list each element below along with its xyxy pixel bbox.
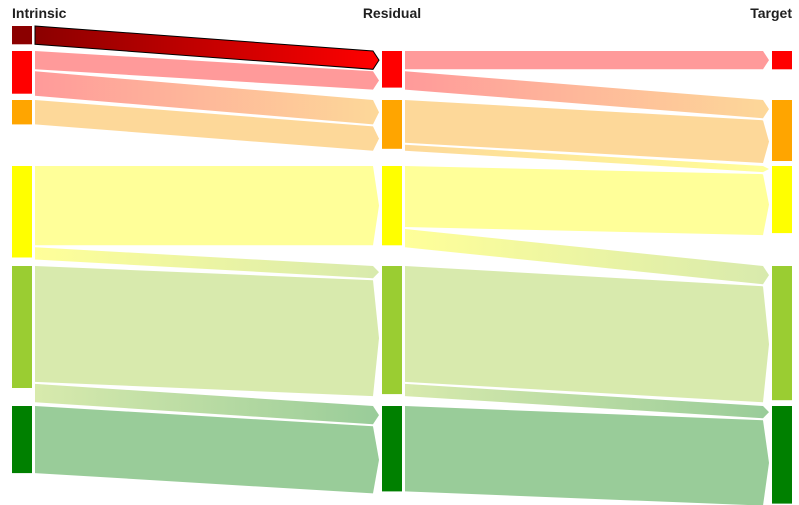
link-intrinsic-minor-to-minor — [35, 266, 379, 397]
links-layer — [34, 25, 769, 505]
node-residual-high — [382, 51, 402, 88]
node-residual-low — [382, 166, 402, 246]
node-residual-medium — [382, 100, 402, 149]
link-intrinsic-none-to-none — [35, 406, 379, 494]
node-intrinsic-minor — [12, 266, 32, 388]
stage-label-target: Target — [750, 5, 792, 21]
node-intrinsic-medium — [12, 100, 32, 125]
node-target-medium — [772, 100, 792, 161]
node-intrinsic-low — [12, 166, 32, 258]
stage-labels: Intrinsic Residual Target — [12, 5, 792, 21]
node-residual-minor — [382, 266, 402, 395]
link-intrinsic-critical-to-high — [34, 25, 380, 70]
link-residual-high-to-high — [405, 51, 769, 70]
node-intrinsic-none — [12, 406, 32, 474]
link-intrinsic-minor-to-none — [35, 383, 379, 425]
stage-label-intrinsic: Intrinsic — [12, 5, 67, 21]
node-target-low — [772, 166, 792, 234]
node-target-high — [772, 51, 792, 70]
node-target-none — [772, 406, 792, 504]
link-residual-low-to-minor — [405, 229, 769, 285]
link-residual-high-to-medium — [405, 71, 769, 119]
node-intrinsic-critical — [12, 26, 32, 45]
link-residual-low-to-low — [405, 166, 769, 236]
link-residual-medium-to-low — [405, 144, 769, 173]
node-intrinsic-high — [12, 51, 32, 94]
node-residual-none — [382, 406, 402, 492]
nodes-layer — [12, 26, 792, 504]
stage-label-residual: Residual — [363, 5, 421, 21]
link-residual-minor-to-minor — [405, 266, 769, 403]
node-target-minor — [772, 266, 792, 401]
link-intrinsic-low-to-minor — [35, 247, 379, 279]
link-residual-none-to-none — [405, 406, 769, 505]
link-residual-minor-to-none — [405, 383, 769, 419]
link-intrinsic-low-to-low — [35, 166, 379, 246]
link-intrinsic-medium-to-medium — [35, 100, 379, 151]
link-intrinsic-high-to-medium — [35, 71, 379, 125]
link-residual-medium-to-medium — [405, 100, 769, 163]
link-intrinsic-high-to-high — [35, 51, 379, 90]
